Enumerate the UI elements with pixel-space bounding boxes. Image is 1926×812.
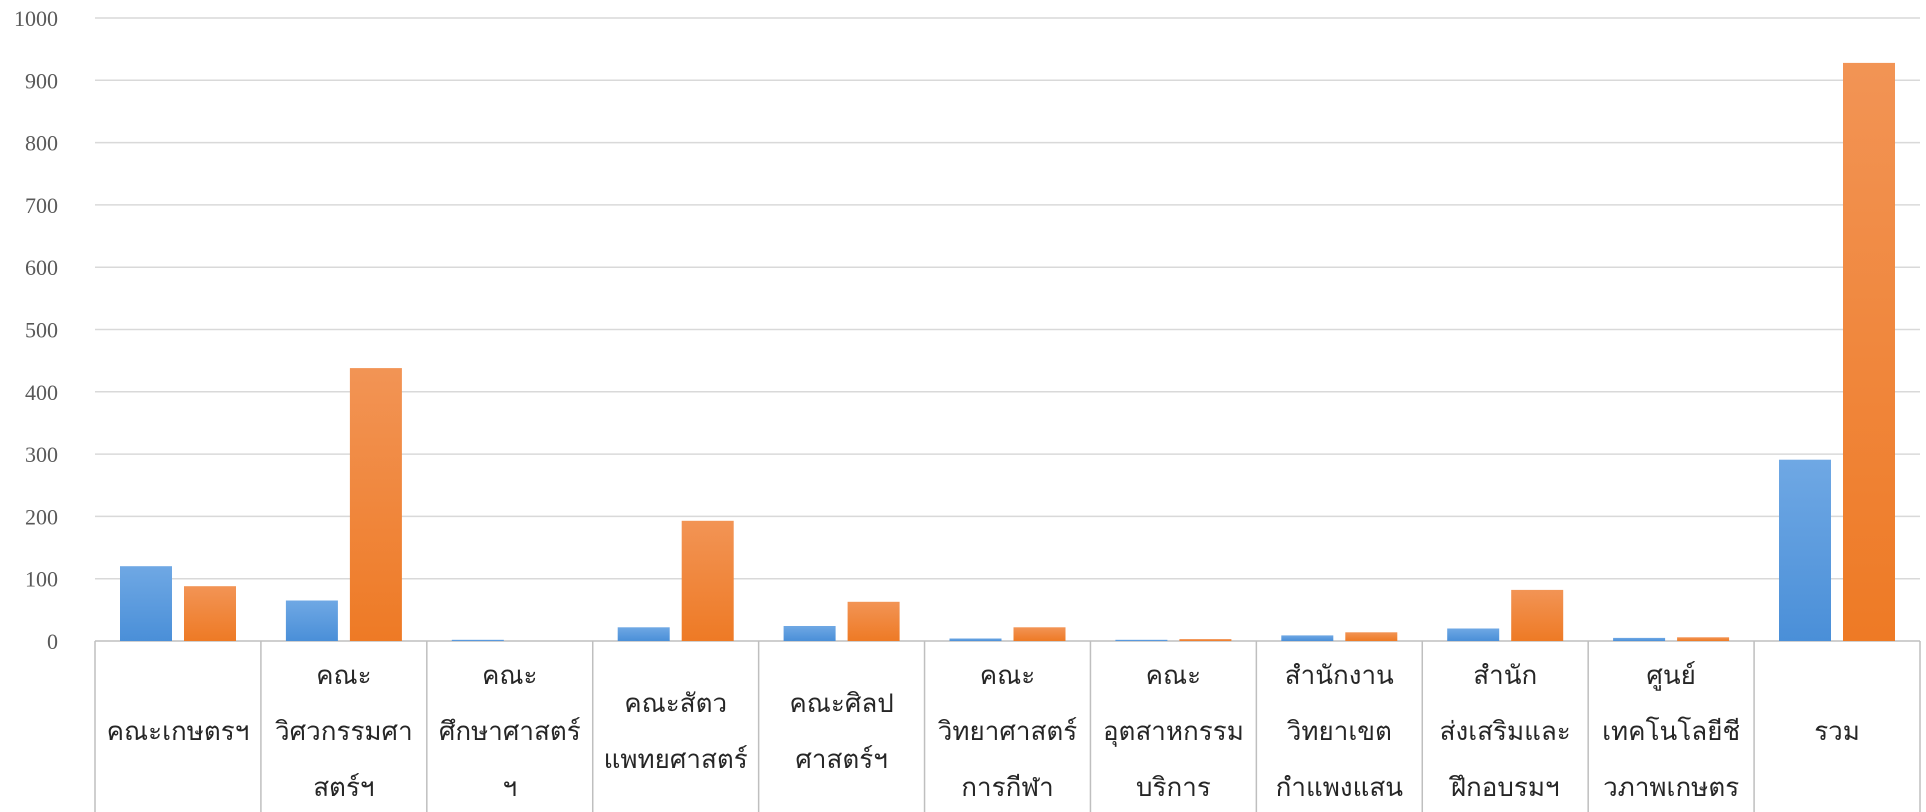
bar-series-2-cat-2 (349, 368, 402, 641)
category-label: วิศวกรรมศา (275, 717, 413, 747)
category-label: บริการ (1136, 773, 1211, 803)
category-label: วภาพเกษตร (1603, 773, 1739, 803)
y-tick-label: 700 (25, 193, 58, 218)
bar-series-2-cat-10 (1677, 637, 1730, 641)
category-label: คณะ (482, 661, 537, 691)
category-label: การกีฬา (961, 773, 1053, 803)
y-tick-label: 0 (47, 629, 58, 654)
category-label: ส่งเสริมและ (1440, 717, 1571, 747)
y-axis-tick-labels: 0 100 200 300 400 500 600 700 800 900 1000 (14, 6, 58, 654)
bar-series-1-cat-3 (451, 639, 504, 641)
bar-series-2-cat-8 (1345, 632, 1398, 641)
bar-series-1-cat-7 (1115, 639, 1168, 641)
bar-series-1-cat-2 (285, 600, 338, 641)
y-tick-label: 200 (25, 504, 58, 529)
category-label: กำแพงแสน (1276, 773, 1404, 803)
bar-series-2-cat-9 (1511, 589, 1564, 641)
bar-series-2-cat-1 (184, 586, 236, 641)
y-tick-label: 500 (25, 318, 58, 343)
category-label: คณะศิลป (789, 689, 893, 719)
bar-series-1-cat-1 (120, 566, 172, 641)
bar-series-1-cat-4 (617, 627, 670, 641)
category-label: คณะ (316, 661, 371, 691)
category-label: ฝึกอบรมฯ (1448, 773, 1559, 803)
bar-series-1-cat-10 (1613, 637, 1666, 641)
category-label: สตร์ฯ (313, 773, 374, 803)
category-label: แพทยศาสตร์ (604, 745, 748, 775)
category-label: คณะสัตว (624, 689, 727, 719)
y-tick-label: 900 (25, 68, 58, 93)
y-tick-label: 100 (25, 567, 58, 592)
category-label: ฯ (502, 773, 517, 803)
category-label: อุตสาหกรรม (1103, 717, 1244, 747)
bar-series-2-cat-6 (1013, 627, 1066, 641)
bar-series-2-cat-11 (1843, 62, 1895, 641)
bar-series-2-cat-4 (681, 520, 734, 641)
y-tick-label: 600 (25, 255, 58, 280)
category-label: วิทยาเขต (1286, 717, 1392, 747)
bar-series-2-cat-7 (1179, 639, 1232, 641)
y-tick-label: 1000 (14, 6, 58, 31)
category-label: คณะเกษตรฯ (107, 717, 250, 747)
category-label: คณะ (980, 661, 1035, 691)
bar-series-1-cat-6 (949, 638, 1002, 641)
category-label: ศูนย์ (1646, 661, 1696, 691)
category-label: สำนัก (1473, 661, 1537, 691)
y-tick-label: 300 (25, 442, 58, 467)
category-label: วิทยาศาสตร์ (937, 717, 1077, 747)
bar-series-1-cat-5 (783, 626, 836, 641)
bar-series-1-cat-9 (1447, 628, 1500, 641)
bar-series-2-cat-5 (847, 601, 900, 641)
category-label: สำนักงาน (1285, 661, 1394, 691)
category-label: รวม (1814, 717, 1860, 747)
category-label: ศาสตร์ฯ (795, 745, 887, 775)
category-label: ศึกษาศาสตร์ (439, 717, 581, 747)
bar-series-1-cat-11 (1779, 459, 1831, 641)
y-tick-label: 400 (25, 380, 58, 405)
bar-series-1-cat-8 (1281, 635, 1334, 641)
y-tick-label: 800 (25, 131, 58, 156)
category-table-lines (94, 641, 1921, 812)
category-label: คณะ (1146, 661, 1201, 691)
bars (120, 62, 1895, 641)
category-label: เทคโนโลยีชี (1602, 716, 1740, 747)
